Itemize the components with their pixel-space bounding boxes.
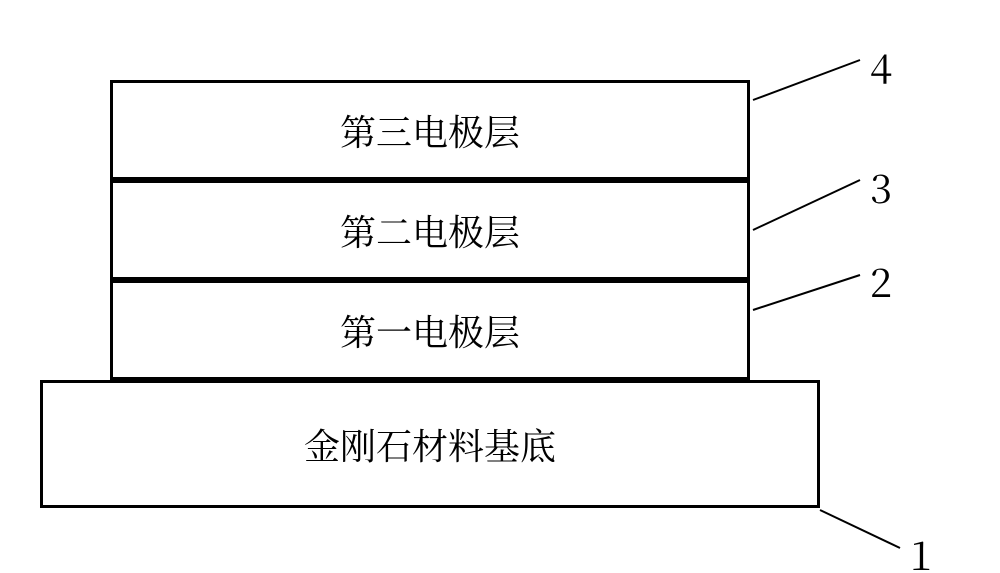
electrode-layer-2: 第二电极层: [110, 180, 750, 280]
substrate-label: 金刚石材料基底: [304, 419, 556, 470]
callout-2-text: 2: [870, 252, 892, 309]
lead-line-3: [753, 180, 860, 230]
electrode-layer-3: 第三电极层: [110, 80, 750, 180]
callout-4: 4: [870, 38, 892, 95]
electrode-layer-2-label: 第二电极层: [340, 205, 520, 256]
lead-line-2: [753, 275, 860, 310]
substrate-layer: 金刚石材料基底: [40, 380, 820, 508]
callout-3-text: 3: [870, 158, 892, 215]
lead-line-4: [753, 60, 860, 100]
diagram-canvas: 金刚石材料基底 第一电极层 第二电极层 第三电极层 4 3 2 1: [0, 0, 1000, 573]
callout-3: 3: [870, 158, 892, 215]
electrode-layer-1-label: 第一电极层: [340, 305, 520, 356]
electrode-layer-3-label: 第三电极层: [340, 105, 520, 156]
callout-1-text: 1: [910, 525, 932, 573]
callout-1: 1: [910, 525, 932, 573]
electrode-layer-1: 第一电极层: [110, 280, 750, 380]
lead-line-1: [820, 510, 900, 548]
callout-4-text: 4: [870, 38, 892, 95]
callout-2: 2: [870, 252, 892, 309]
